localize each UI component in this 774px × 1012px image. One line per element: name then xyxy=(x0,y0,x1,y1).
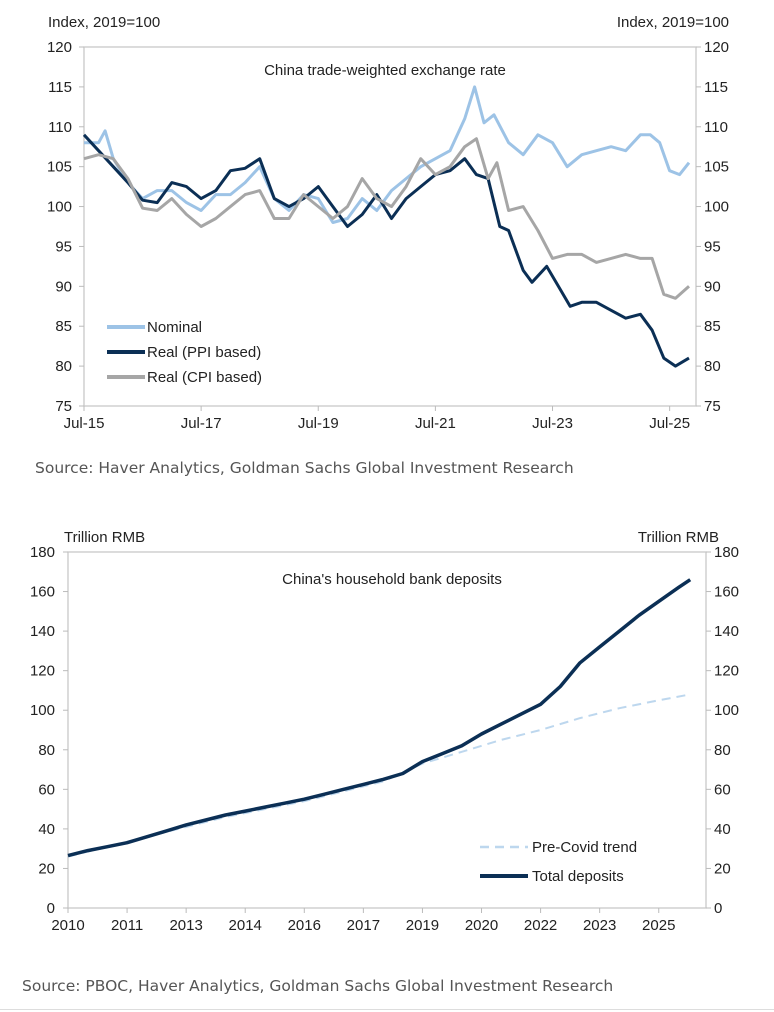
legend-label: Real (CPI based) xyxy=(147,369,262,386)
x-tick-label: 2019 xyxy=(406,917,439,934)
y-tick-label-right: 180 xyxy=(714,544,739,561)
x-tick-label: 2025 xyxy=(642,917,675,934)
series-line-real-cpi-based xyxy=(83,137,690,300)
x-tick-label: 2013 xyxy=(169,917,202,934)
y-tick-label-right: 0 xyxy=(714,900,722,917)
y-tick-label-left: 120 xyxy=(30,663,55,680)
series-line-total-deposits xyxy=(67,578,692,858)
series-line-nominal xyxy=(84,85,691,224)
y-tick-label-right: 95 xyxy=(704,238,721,255)
y-tick-label-left: 80 xyxy=(55,358,72,375)
y-tick-label-left: 75 xyxy=(55,398,72,415)
y-tick-label-right: 75 xyxy=(704,398,721,415)
x-tick-label: 2022 xyxy=(524,917,557,934)
y-tick-label-left: 120 xyxy=(47,39,72,56)
y-tick-label-right: 80 xyxy=(714,742,731,759)
x-tick-label: Jul-23 xyxy=(532,415,573,432)
chart2-frame xyxy=(67,551,707,909)
y-tick-label-left: 140 xyxy=(30,623,55,640)
x-tick-label: Jul-19 xyxy=(298,415,339,432)
chart1-frame xyxy=(83,46,697,407)
y-tick-label-right: 100 xyxy=(704,199,729,216)
legend-label: Real (PPI based) xyxy=(147,344,261,361)
x-tick-label: Jul-17 xyxy=(181,415,222,432)
x-tick-label: 2010 xyxy=(51,917,84,934)
y-tick-label-right: 85 xyxy=(704,318,721,335)
x-tick-label: Jul-25 xyxy=(649,415,690,432)
y-tick-label-left: 110 xyxy=(48,119,72,136)
y-tick-label-right: 20 xyxy=(714,860,731,877)
legend-label: Nominal xyxy=(147,319,202,336)
y-tick-label-left: 0 xyxy=(47,900,55,917)
y-tick-label-right: 160 xyxy=(714,584,739,601)
x-tick-label: Jul-15 xyxy=(64,415,105,432)
y-tick-label-right: 40 xyxy=(714,821,731,838)
x-tick-label: 2016 xyxy=(288,917,321,934)
chart1-left-axis-label: Index, 2019=100 xyxy=(48,14,160,31)
divider xyxy=(0,1009,774,1010)
chart2-right-axis-label: Trillion RMB xyxy=(638,529,719,546)
legend-label: Total deposits xyxy=(532,868,624,885)
y-tick-label-right: 140 xyxy=(714,623,739,640)
y-tick-label-right: 110 xyxy=(704,119,728,136)
series-line-pre-covid-trend xyxy=(67,693,691,858)
chart2-title: China's household bank deposits xyxy=(282,571,502,588)
x-tick-label: 2014 xyxy=(229,917,262,934)
x-tick-label: 2011 xyxy=(111,917,143,934)
y-tick-label-left: 40 xyxy=(38,821,55,838)
y-tick-label-right: 115 xyxy=(704,79,728,96)
y-tick-label-left: 80 xyxy=(38,742,55,759)
x-tick-label: 2017 xyxy=(347,917,380,934)
y-tick-label-right: 120 xyxy=(704,39,729,56)
chart2-left-axis-label: Trillion RMB xyxy=(64,529,145,546)
x-tick-label: 2023 xyxy=(583,917,616,934)
chart1-title: China trade-weighted exchange rate xyxy=(264,62,506,79)
y-tick-label-left: 60 xyxy=(38,781,55,798)
y-tick-label-left: 160 xyxy=(30,584,55,601)
y-tick-label-left: 20 xyxy=(38,860,55,877)
y-tick-label-left: 115 xyxy=(48,79,72,96)
y-tick-label-right: 105 xyxy=(704,159,729,176)
y-tick-label-left: 85 xyxy=(55,318,72,335)
chart2-source: Source: PBOC, Haver Analytics, Goldman S… xyxy=(22,977,613,995)
y-tick-label-left: 100 xyxy=(47,199,72,216)
y-tick-label-right: 60 xyxy=(714,781,731,798)
y-tick-label-left: 100 xyxy=(30,702,55,719)
y-tick-label-left: 180 xyxy=(30,544,55,561)
x-tick-label: Jul-21 xyxy=(415,415,456,432)
series-line-real-ppi-based xyxy=(82,133,690,368)
chart1-plot: 75 75 80 80 85 85 90 90 95 95 100 100 105 105 110 110 11… xyxy=(47,39,729,432)
y-tick-label-right: 80 xyxy=(704,358,721,375)
chart1-source: Source: Haver Analytics, Goldman Sachs G… xyxy=(35,459,574,477)
y-tick-label-right: 120 xyxy=(714,663,739,680)
y-tick-label-right: 100 xyxy=(714,702,739,719)
y-tick-label-left: 105 xyxy=(47,159,72,176)
legend-label: Pre-Covid trend xyxy=(532,839,637,856)
x-tick-label: 2020 xyxy=(465,917,498,934)
chart1-right-axis-label: Index, 2019=100 xyxy=(617,14,729,31)
y-tick-label-left: 90 xyxy=(55,278,72,295)
y-tick-label-right: 90 xyxy=(704,278,721,295)
y-tick-label-left: 95 xyxy=(55,238,72,255)
